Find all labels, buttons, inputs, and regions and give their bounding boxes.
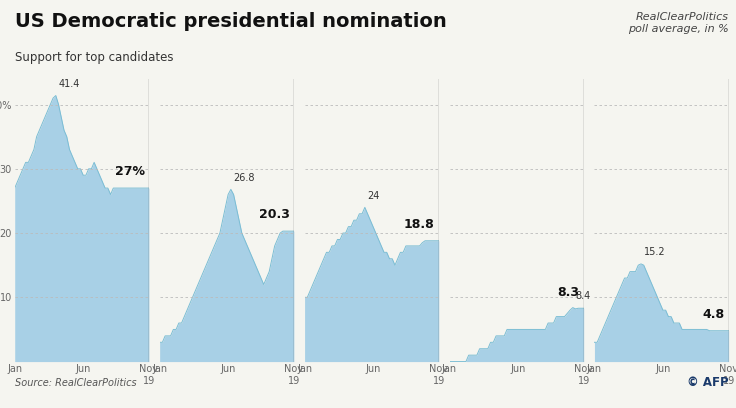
Text: 8.3: 8.3 [558,286,580,299]
Text: 20.3: 20.3 [259,208,290,222]
Text: 18.8: 18.8 [404,218,435,231]
Text: 4.8: 4.8 [702,308,724,321]
Text: 8.4: 8.4 [576,291,591,301]
Text: 27%: 27% [115,165,145,178]
Text: 26.8: 26.8 [233,173,255,183]
Text: RealClearPolitics
poll average, in %: RealClearPolitics poll average, in % [628,12,729,34]
Text: 24: 24 [367,191,380,201]
Text: © AFP: © AFP [687,376,729,389]
Text: Source: RealClearPolitics: Source: RealClearPolitics [15,377,136,388]
Text: US Democratic presidential nomination: US Democratic presidential nomination [15,12,447,31]
Text: Support for top candidates: Support for top candidates [15,51,173,64]
Text: 41.4: 41.4 [59,79,80,89]
Text: 15.2: 15.2 [644,248,665,257]
